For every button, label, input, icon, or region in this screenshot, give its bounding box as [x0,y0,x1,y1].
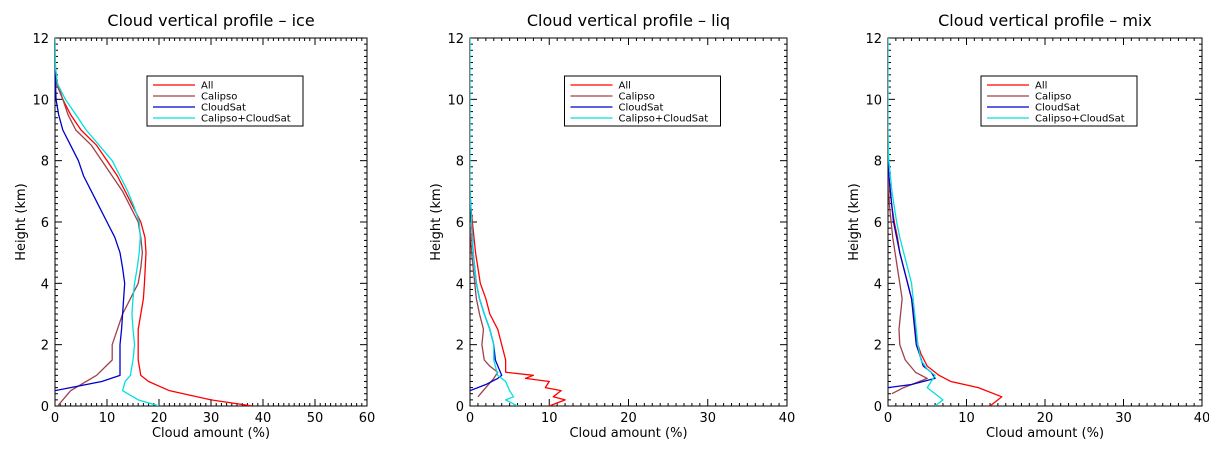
x-axis-label: Cloud amount (%) [569,426,687,441]
chart-title: Cloud vertical profile – ice [107,11,314,30]
series-line-all [55,53,253,406]
legend-label: Calipso [619,92,655,103]
series-line-calipso-cloudsat [470,38,518,406]
x-tick-label: 50 [307,411,324,426]
x-tick-label: 40 [779,411,796,426]
y-axis-label: Height (km) [429,183,444,260]
chart-title: Cloud vertical profile – liq [527,11,730,30]
series-line-calipso [470,221,499,398]
y-tick-label: 0 [456,400,464,415]
x-tick-label: 30 [699,411,716,426]
x-tick-label: 60 [359,411,376,426]
x-axis-label: Cloud amount (%) [152,426,270,441]
x-tick-label: 30 [203,411,220,426]
y-tick-label: 0 [874,400,882,415]
y-tick-label: 4 [456,277,464,292]
y-tick-label: 2 [456,339,464,354]
y-tick-label: 6 [874,216,882,231]
legend-label: All [201,81,213,92]
y-tick-label: 10 [865,93,882,108]
x-tick-label: 30 [1115,411,1132,426]
x-tick-label: 10 [99,411,116,426]
y-tick-label: 4 [874,277,882,292]
x-axis-label: Cloud amount (%) [986,426,1104,441]
legend-label: All [619,81,631,92]
y-tick-label: 2 [41,339,49,354]
chart-panel-1: Cloud vertical profile – liq 0 10 20 30 40 0 2 4… [429,11,795,441]
legend-label: Calipso+CloudSat [201,114,291,125]
y-axis-label: Height (km) [847,183,862,260]
series-line-cloudsat [55,68,126,392]
x-tick-label: 20 [620,411,637,426]
x-tick-label: 20 [1037,411,1054,426]
x-tick-label: 40 [255,411,272,426]
series-line-calipso [888,175,928,395]
y-axis-label: Height (km) [14,183,29,260]
x-tick-label: 0 [51,411,59,426]
legend-label: CloudSat [201,103,246,114]
chart-title: Cloud vertical profile – mix [938,11,1152,30]
series-line-calipso [55,68,144,406]
legend-label: Calipso [201,92,237,103]
y-tick-label: 2 [874,339,882,354]
y-tick-label: 8 [456,155,464,170]
x-tick-label: 10 [958,411,975,426]
x-tick-label: 0 [466,411,474,426]
y-tick-label: 8 [41,155,49,170]
legend-label: All [1035,81,1047,92]
y-tick-label: 4 [41,277,49,292]
legend-label: CloudSat [619,103,664,114]
y-tick-label: 10 [447,93,464,108]
chart-panel-2: Cloud vertical profile – mix 0 10 20 30 40 0 2 4… [847,11,1209,441]
x-tick-label: 40 [1194,411,1209,426]
x-tick-label: 10 [541,411,558,426]
series-line-all [470,191,566,406]
x-tick-label: 0 [884,411,892,426]
y-tick-label: 12 [447,32,464,47]
series-line-calipso-cloudsat [888,38,944,406]
y-tick-label: 6 [41,216,49,231]
series-line-calipso-cloudsat [55,38,160,406]
legend-label: Calipso [1035,92,1071,103]
y-tick-label: 6 [456,216,464,231]
legend-label: Calipso+CloudSat [619,114,709,125]
y-tick-label: 10 [32,93,49,108]
legend-box [146,75,304,127]
y-tick-label: 12 [865,32,882,47]
legend-label: CloudSat [1035,103,1080,114]
legend-label: Calipso+CloudSat [1035,114,1125,125]
y-tick-label: 8 [874,155,882,170]
series-line-cloudsat [470,191,503,392]
series-line-cloudsat [888,160,936,389]
y-tick-label: 0 [41,400,49,415]
x-tick-label: 20 [151,411,168,426]
y-tick-label: 12 [32,32,49,47]
series-line-all [888,160,1003,406]
